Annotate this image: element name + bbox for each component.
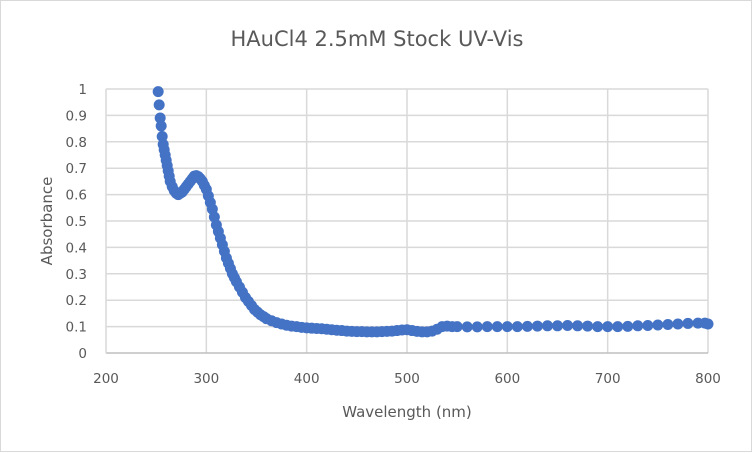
data-point (612, 321, 624, 333)
data-point (602, 321, 614, 333)
y-tick-label: 0.5 (66, 214, 87, 230)
data-point (572, 320, 584, 332)
axes: 0 0.1 0.2 0.3 0.4 0.5 0.6 0.7 0.8 0.9 1 200 300 400 50… (66, 82, 721, 387)
y-tick-label: 0.8 (66, 135, 87, 151)
data-point (652, 319, 664, 331)
data-point (592, 321, 604, 333)
data-point (451, 321, 463, 333)
y-tick-label: 0.6 (66, 188, 87, 204)
data-point (541, 320, 553, 332)
x-tick-label: 200 (93, 371, 119, 387)
y-tick-label: 0.3 (66, 267, 87, 283)
data-point (682, 317, 694, 329)
x-axis-label: Wavelength (nm) (342, 403, 472, 421)
data-point (672, 318, 684, 330)
gridlines (106, 88, 709, 353)
data-point (531, 320, 543, 332)
y-tick-label: 0.9 (66, 108, 87, 124)
x-tick-label: 500 (394, 371, 420, 387)
x-tick-label: 800 (695, 371, 721, 387)
data-point (552, 320, 563, 332)
data-point (471, 321, 483, 333)
data-point (622, 320, 634, 332)
data-point (632, 320, 644, 332)
data-point (511, 321, 523, 333)
data-series (152, 86, 714, 338)
x-tick-label: 700 (595, 371, 621, 387)
y-tick-label: 0.1 (66, 320, 87, 336)
data-point (491, 321, 503, 333)
data-point (521, 320, 533, 332)
data-point (642, 320, 654, 332)
data-point (481, 321, 493, 333)
y-tick-label: 0.2 (66, 293, 87, 309)
data-point (152, 86, 164, 98)
y-tick-label: 1 (78, 82, 87, 98)
x-tick-label: 600 (494, 371, 520, 387)
data-point (702, 318, 714, 330)
data-point (662, 318, 674, 330)
y-axis-label: Absorbance (38, 177, 56, 266)
y-tick-label: 0.7 (66, 161, 87, 177)
y-tick-label: 0.4 (66, 240, 87, 256)
y-tick-label: 0 (78, 346, 87, 362)
data-point (461, 321, 473, 333)
data-point (562, 320, 574, 332)
data-point (153, 99, 165, 111)
x-tick-label: 400 (294, 371, 320, 387)
x-tick-label: 300 (193, 371, 219, 387)
data-point (501, 321, 513, 333)
chart-title: HAuCl4 2.5mM Stock UV-Vis (230, 27, 524, 51)
data-point (155, 120, 167, 132)
data-point (582, 320, 594, 332)
